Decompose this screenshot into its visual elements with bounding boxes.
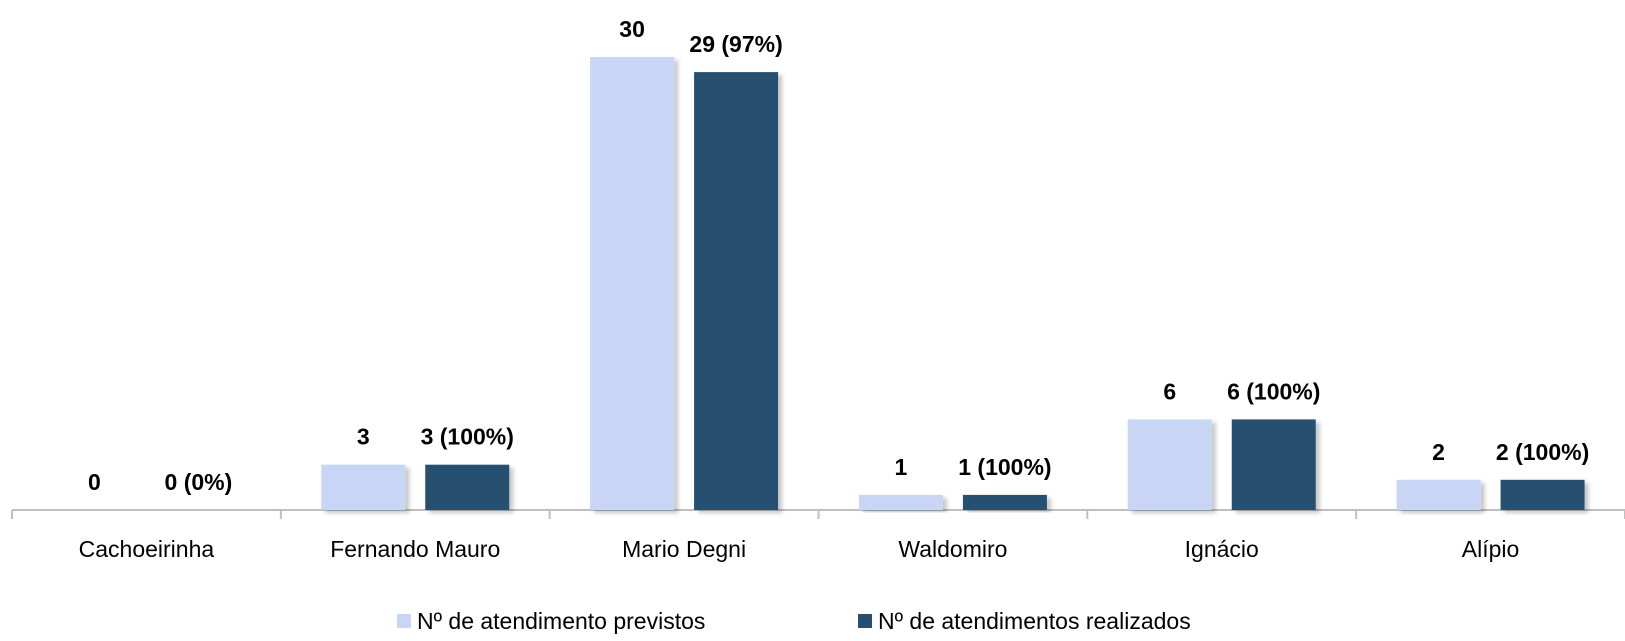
- bar-realizados: [962, 494, 1047, 510]
- bar-previstos: [858, 494, 943, 510]
- category-label: Cachoeirinha: [79, 536, 215, 562]
- bar-previstos: [1127, 419, 1212, 510]
- data-label-realizados: 6 (100%): [1227, 378, 1320, 404]
- data-label-realizados: 2 (100%): [1496, 439, 1589, 465]
- data-label-realizados: 0 (0%): [165, 469, 233, 495]
- category-label: Ignácio: [1185, 536, 1259, 562]
- data-label-realizados: 3 (100%): [421, 424, 514, 450]
- data-label-realizados: 29 (97%): [689, 31, 782, 57]
- legend-swatch-previstos: [397, 614, 411, 628]
- data-label-previstos: 2: [1432, 439, 1445, 465]
- legend-swatch-realizados: [858, 614, 872, 628]
- legend-label-realizados: Nº de atendimentos realizados: [878, 608, 1191, 634]
- data-label-previstos: 3: [357, 424, 370, 450]
- category-label: Mario Degni: [622, 536, 746, 562]
- bar-previstos: [321, 464, 406, 510]
- bar-realizados: [1231, 419, 1316, 510]
- data-label-realizados: 1 (100%): [958, 454, 1051, 480]
- bar-realizados: [694, 72, 779, 510]
- data-label-previstos: 0: [88, 469, 101, 495]
- data-label-previstos: 30: [619, 16, 645, 42]
- data-label-previstos: 1: [895, 454, 908, 480]
- category-label: Fernando Mauro: [330, 536, 500, 562]
- bar-previstos: [1396, 479, 1481, 510]
- bar-realizados: [1500, 479, 1585, 510]
- bar-realizados: [425, 464, 510, 510]
- bar-previstos: [590, 57, 675, 510]
- data-label-previstos: 6: [1163, 378, 1176, 404]
- category-label: Waldomiro: [898, 536, 1007, 562]
- category-label: Alípio: [1462, 536, 1520, 562]
- legend-label-previstos: Nº de atendimento previstos: [417, 608, 705, 634]
